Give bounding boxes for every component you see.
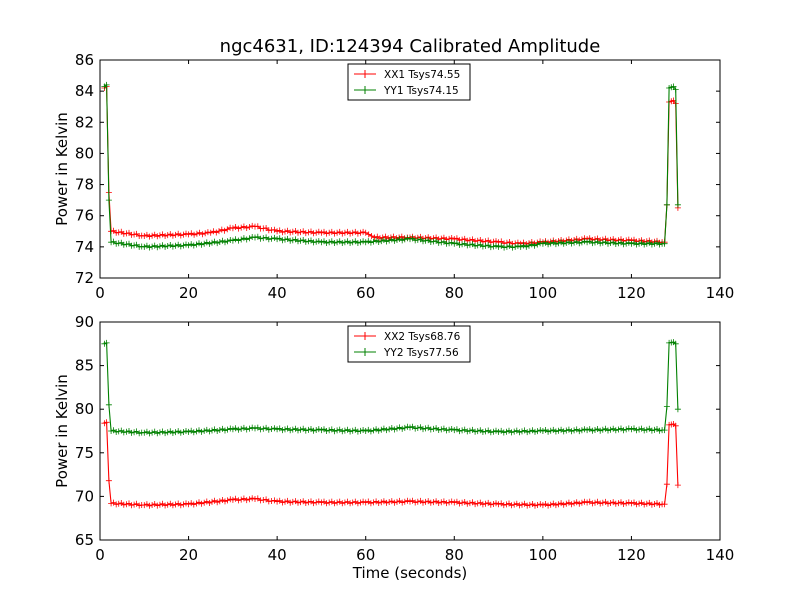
y-tick-label: 75 — [75, 444, 94, 462]
y-tick-label: 85 — [75, 357, 94, 375]
y-tick-label: 78 — [75, 176, 94, 194]
legend-marker — [361, 332, 369, 340]
y-tick-label: 90 — [75, 313, 94, 331]
y-tick-label: 65 — [75, 531, 94, 549]
plot-frame — [99, 321, 721, 541]
series-red — [101, 419, 681, 509]
legend-marker — [361, 70, 369, 78]
top-plot: 0 20 40 60 80 100 120 140 72 74 76 78 80 82 84 86 Power … — [53, 51, 734, 302]
y-tick-label: 84 — [75, 82, 94, 100]
y-axis-label: Power in Kelvin — [53, 112, 71, 226]
legend-marker — [361, 86, 369, 94]
legend-box — [347, 63, 471, 101]
legend: XX1 Tsys74.55 YY1 Tsys74.15 — [347, 63, 471, 101]
x-tick-label: 40 — [268, 284, 287, 302]
legend-label: XX2 Tsys68.76 — [384, 331, 461, 343]
legend-label: YY2 Tsys77.56 — [383, 347, 459, 359]
figure-title: ngc4631, ID:124394 Calibrated Amplitude — [220, 36, 601, 57]
series-markers — [101, 419, 681, 509]
series-markers — [101, 339, 681, 437]
y-tick-label: 70 — [75, 487, 94, 505]
y-tick-label: 86 — [75, 51, 94, 69]
y-tick-label: 80 — [75, 400, 94, 418]
y-axis-label: Power in Kelvin — [53, 374, 71, 488]
y-tick-label: 82 — [75, 113, 94, 131]
x-tick-label: 40 — [268, 546, 287, 564]
y-tick-label: 72 — [75, 269, 94, 287]
x-tick-label: 140 — [706, 284, 735, 302]
legend-label: XX1 Tsys74.55 — [384, 69, 460, 81]
legend: XX2 Tsys68.76 YY2 Tsys77.56 — [347, 325, 471, 363]
y-tick-label: 74 — [75, 238, 94, 256]
y-tick-label: 80 — [75, 144, 94, 162]
legend-marker — [361, 348, 369, 356]
legend-label: YY1 Tsys74.15 — [383, 85, 459, 97]
x-tick-label: 0 — [95, 546, 105, 564]
plot-frame — [99, 59, 721, 279]
x-tick-label: 120 — [617, 546, 646, 564]
legend-box — [347, 325, 471, 363]
x-tick-label: 20 — [179, 546, 198, 564]
x-tick-label: 80 — [445, 284, 464, 302]
series-green — [101, 339, 681, 437]
x-tick-label: 20 — [179, 284, 198, 302]
x-tick-label: 0 — [95, 284, 105, 302]
x-tick-label: 60 — [356, 284, 375, 302]
y-tick-label: 76 — [75, 207, 94, 225]
series-markers — [101, 81, 681, 251]
x-axis-label: Time (seconds) — [352, 564, 468, 582]
x-tick-label: 140 — [706, 546, 735, 564]
bottom-plot: 0 20 40 60 80 100 120 140 65 70 75 80 85 90 Power in K… — [53, 313, 734, 564]
x-tick-label: 60 — [356, 546, 375, 564]
x-tick-label: 120 — [617, 284, 646, 302]
x-tick-label: 100 — [529, 546, 558, 564]
x-tick-label: 80 — [445, 546, 464, 564]
x-tick-label: 100 — [529, 284, 558, 302]
series-green — [101, 81, 681, 251]
